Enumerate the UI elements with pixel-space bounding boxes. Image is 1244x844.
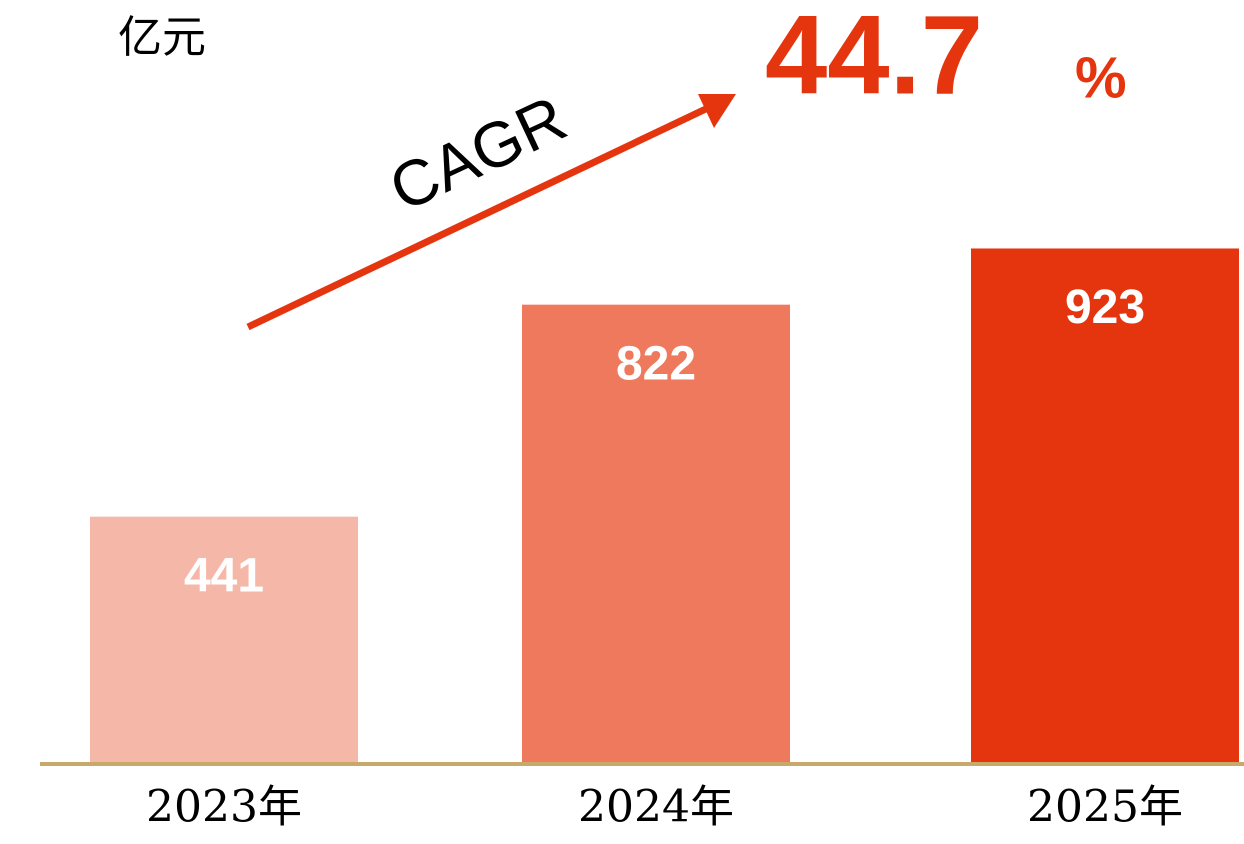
value-label: 923 bbox=[1065, 281, 1145, 334]
bar bbox=[971, 248, 1239, 762]
cagr-value: 44.7 bbox=[765, 0, 983, 118]
bar bbox=[522, 304, 790, 762]
unit-label: 亿元 bbox=[118, 12, 206, 63]
x-tick-label: 2024年 bbox=[578, 782, 734, 833]
bar bbox=[90, 516, 358, 762]
value-label: 822 bbox=[616, 337, 696, 390]
value-label: 441 bbox=[184, 549, 264, 602]
x-tick-label: 2023年 bbox=[146, 782, 302, 833]
cagr-unit: % bbox=[1075, 45, 1127, 110]
cagr-arrow-shaft bbox=[246, 102, 714, 331]
cagr-label: CAGR bbox=[379, 82, 577, 225]
x-tick-label: 2025年 bbox=[1027, 782, 1183, 833]
cagr-arrow-head bbox=[698, 94, 736, 128]
